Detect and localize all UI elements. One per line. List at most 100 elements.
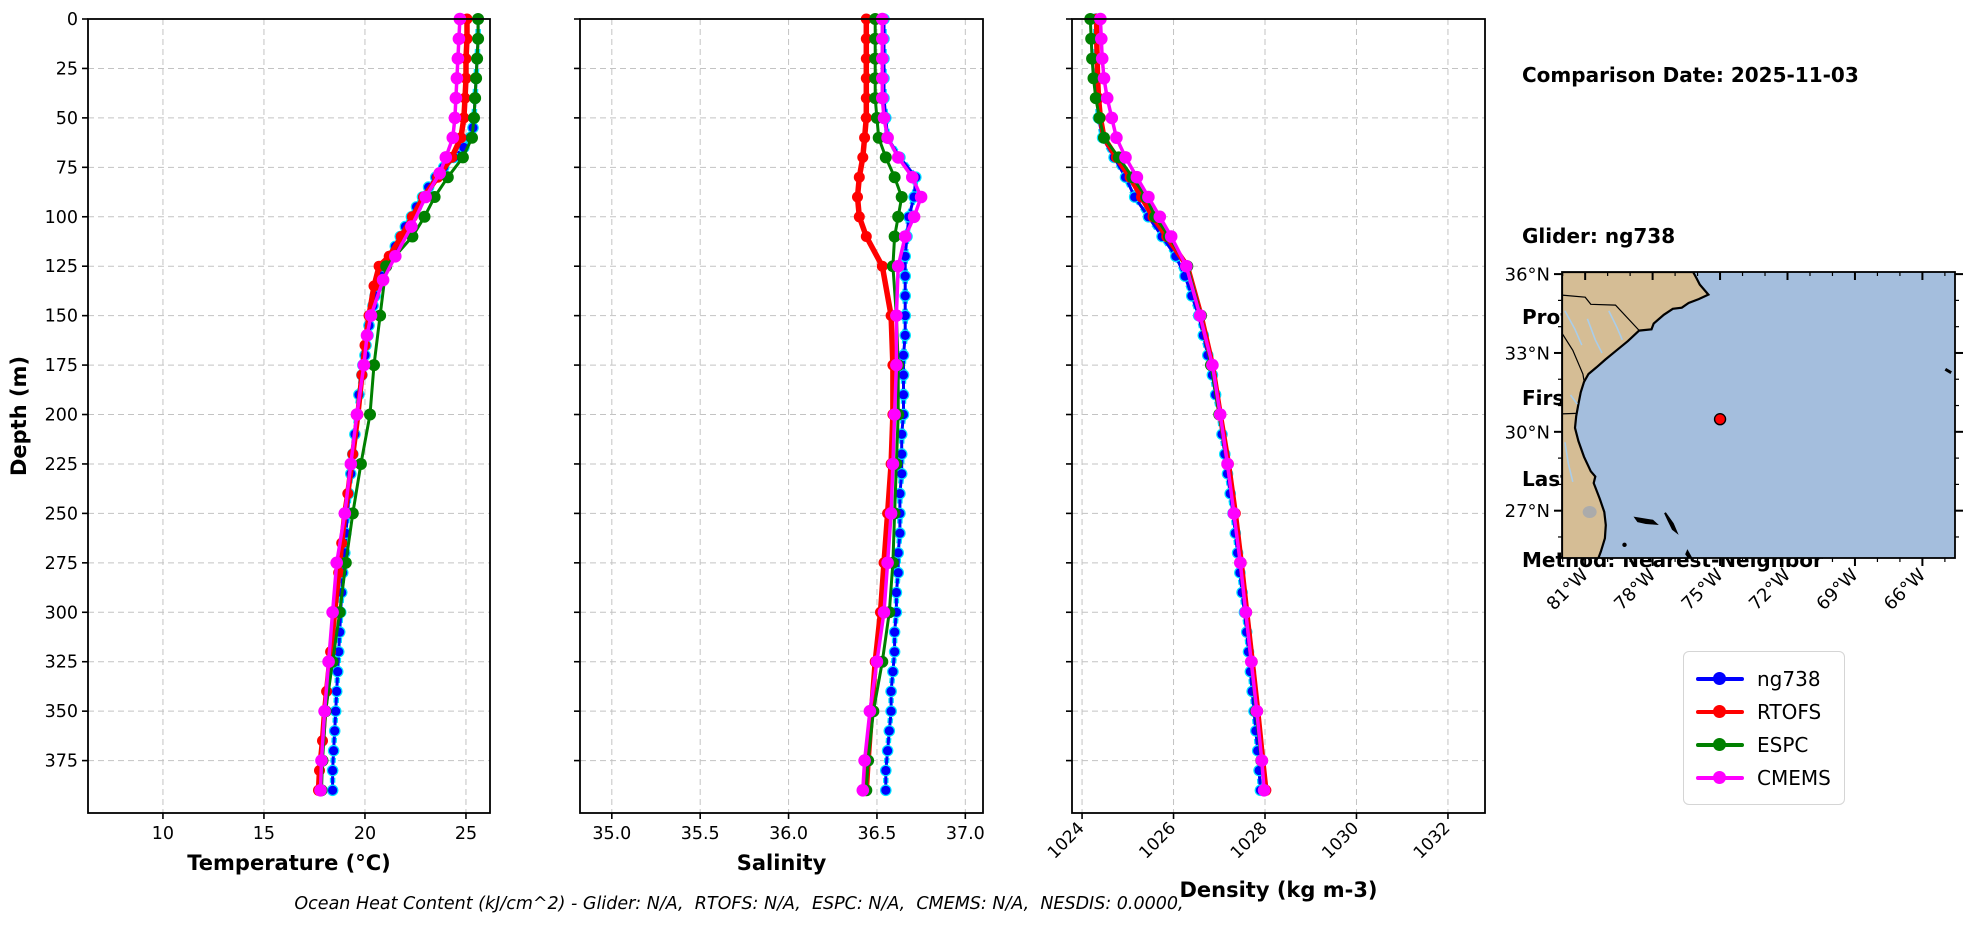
temperature-CMEMS-marker	[326, 606, 339, 619]
salinity-ng738-marker	[881, 744, 894, 757]
y-tick-label: 50	[56, 109, 78, 129]
temperature-CMEMS-marker	[344, 457, 358, 471]
salinity-RTOFS-marker	[876, 260, 888, 272]
temperature-ESPC-marker	[418, 210, 431, 223]
temperature-ESPC-marker	[374, 309, 387, 322]
density-axes: 1024 1026 1028 1030 1032 Density (kg m-3)	[1044, 12, 1486, 902]
temperature-ESPC-marker	[368, 359, 380, 372]
density-CMEMS-marker	[1255, 754, 1269, 767]
temperature-CMEMS-marker	[452, 32, 466, 46]
map-lat-label: 36°N	[1505, 265, 1550, 286]
info-spacer	[1522, 143, 1859, 169]
salinity-ng738-marker	[899, 270, 911, 282]
temperature-CMEMS-marker	[357, 358, 371, 372]
density-axis-label: Density (kg m-3)	[1179, 878, 1377, 902]
temperature-RTOFS-marker	[368, 280, 380, 292]
salinity-RTOFS-marker	[853, 211, 865, 223]
temperature-CMEMS-marker	[446, 131, 460, 144]
salinity-RTOFS-marker	[857, 151, 869, 163]
density-CMEMS-marker	[1100, 91, 1114, 105]
density-RTOFS-line	[1093, 19, 1269, 791]
salinity-ng738-marker	[885, 685, 897, 698]
espc-line-marker-swatch	[1696, 737, 1744, 752]
legend: ng738 RTOFS ESPC CMEMS	[1683, 651, 1845, 805]
legend-item-espc: ESPC	[1696, 728, 1830, 761]
y-tick-label: 25	[56, 59, 78, 79]
salinity-ng738-marker	[888, 626, 901, 638]
salinity-RTOFS-marker	[852, 191, 863, 203]
salinity-RTOFS-marker	[860, 231, 872, 242]
axes-spines	[579, 18, 984, 814]
map-geography	[1562, 272, 1955, 558]
river	[1608, 310, 1624, 341]
salinity-CMEMS-marker	[858, 754, 871, 767]
density-CMEMS-marker	[1153, 210, 1167, 224]
state-border	[1562, 412, 1576, 415]
salinity-ng738-marker	[883, 725, 896, 737]
density-CMEMS-marker	[1234, 556, 1247, 570]
salinity-CMEMS-marker	[898, 230, 912, 243]
temperature-CMEMS-marker	[318, 704, 331, 718]
temperature-ng738-marker	[326, 764, 339, 777]
density-CMEMS-marker	[1095, 52, 1109, 65]
temperature-ESPC-marker	[470, 72, 483, 85]
density-ESPC-marker	[1087, 72, 1100, 85]
river	[1564, 310, 1583, 346]
density-CMEMS-marker	[1227, 507, 1241, 520]
salinity-CMEMS-marker	[876, 32, 889, 46]
density-ESPC-marker	[1089, 92, 1102, 105]
salinity-ESPC-marker	[895, 191, 908, 203]
temperature-CMEMS-marker	[338, 507, 352, 520]
density-CMEMS-marker	[1221, 457, 1234, 471]
salinity-CMEMS-marker	[888, 408, 901, 421]
bermuda-island	[1944, 367, 1952, 374]
salinity-ESPC-marker	[879, 151, 892, 164]
salinity-ng738-marker	[894, 527, 906, 539]
temperature-ng738-marker	[326, 784, 339, 797]
rtofs-line-marker-swatch	[1696, 704, 1744, 719]
density-CMEMS-marker	[1095, 32, 1108, 46]
glider-position-marker	[1713, 413, 1727, 426]
salinity-ng738-marker	[899, 290, 911, 302]
salinity-RTOFS-marker	[860, 53, 872, 65]
temperature-CMEMS-marker	[330, 556, 343, 570]
state-border	[1562, 332, 1585, 381]
density-CMEMS-marker	[1250, 704, 1264, 718]
y-tick-label: 200	[45, 406, 78, 426]
legend-label: RTOFS	[1757, 699, 1822, 724]
axes-spines	[87, 18, 491, 814]
temperature-CMEMS-marker	[451, 52, 465, 65]
x-tick-label: 20	[354, 824, 376, 844]
map-lat-label: 30°N	[1505, 422, 1550, 443]
salinity-axes: 35.0 35.5 36.0 36.5 37.0 Salinity	[574, 12, 985, 875]
map-axes: 36°N33°N30°N27°N81°W 78°W 75°W 72°W 69°W 66°W	[1505, 265, 1963, 615]
salinity-ng738-marker	[879, 784, 892, 797]
temperature-ng738-marker	[330, 685, 343, 698]
salinity-RTOFS-marker	[853, 171, 865, 183]
salinity-RTOFS-marker	[860, 112, 872, 124]
x-tick-label: 36.5	[857, 824, 896, 844]
density-CMEMS-marker	[1257, 784, 1271, 797]
temperature-CMEMS-marker	[360, 329, 374, 342]
x-tick-label: 1024	[1044, 818, 1089, 863]
location-map: 36°N 33°N 30°N 27°N 81°W 78°W 75°W 72°W 69°W 66°W	[1505, 265, 1963, 615]
temperature-CMEMS-marker	[439, 151, 453, 164]
y-tick-label: 125	[45, 257, 78, 277]
salinity-CMEMS-marker	[881, 131, 894, 144]
map-frame	[1561, 271, 1956, 559]
x-tick-label: 15	[253, 824, 275, 844]
y-tick-label: 150	[45, 307, 78, 327]
salinity-CMEMS-marker	[891, 259, 905, 273]
salinity-ESPC-marker	[888, 230, 901, 243]
temperature-CMEMS-marker	[364, 309, 378, 322]
salinity-CMEMS-marker	[876, 72, 889, 85]
density-CMEMS-marker	[1245, 655, 1258, 668]
temperature-axis-label: Temperature (°C)	[187, 851, 390, 875]
density-ESPC-marker	[1093, 111, 1106, 124]
bahamas-island	[1685, 549, 1693, 558]
x-tick-label: 36.0	[769, 824, 808, 844]
density-CMEMS-marker	[1164, 230, 1178, 243]
temperature-CMEMS-marker	[433, 167, 447, 180]
salinity-CMEMS-marker	[890, 358, 903, 372]
temperature-CMEMS-marker	[350, 408, 364, 421]
